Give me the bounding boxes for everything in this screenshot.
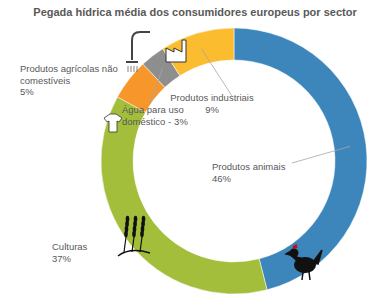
value-label: 5% <box>20 86 34 97</box>
icon-tap <box>137 66 138 72</box>
chart-title: Pegada hídrica média dos consumidores eu… <box>33 6 357 18</box>
icon-tap <box>126 61 138 63</box>
icon-wheat <box>134 216 138 222</box>
value-label: 46% <box>212 173 232 184</box>
leader-line <box>292 146 350 163</box>
leader-line <box>201 49 232 96</box>
category-label: Produtos agrícolas não <box>20 63 118 74</box>
slice <box>163 28 234 76</box>
icon-tap <box>131 66 132 72</box>
category-label: Água para uso <box>122 104 184 115</box>
icon-chicken <box>286 250 322 280</box>
value-label: 3% <box>174 116 188 127</box>
value-label: 37% <box>52 253 72 264</box>
icon-wheat <box>142 216 146 222</box>
category-label: Culturas <box>52 241 88 252</box>
chart: Pegada hídrica média dos consumidores eu… <box>0 0 389 307</box>
icon-wheat <box>126 216 130 222</box>
icons <box>104 32 322 280</box>
icon-tap <box>128 66 129 72</box>
icon-tap <box>132 32 150 60</box>
category-label: doméstico - <box>122 116 171 127</box>
slice-label: Produtos industriais9% <box>170 92 254 115</box>
category-label: Produtos animais <box>212 161 286 172</box>
slice-label: Produtos agrícolas nãocomestíveis5% <box>20 63 118 97</box>
value-label: 9% <box>205 104 219 115</box>
slice-label: Produtos animais46% <box>212 161 286 184</box>
icon-tap <box>134 66 135 72</box>
category-label: comestíveis <box>20 75 70 86</box>
data-labels: Produtos animais46% Culturas37% Produtos a… <box>20 49 350 264</box>
category-label: Produtos industriais <box>170 92 254 103</box>
leader-line <box>150 69 162 104</box>
icon-shirt <box>104 114 122 132</box>
slice <box>101 97 267 294</box>
icon-chicken <box>293 245 297 249</box>
slice-label: Água para usodoméstico -3% <box>122 104 188 127</box>
icon-wheat <box>118 251 150 256</box>
icon-factory <box>166 40 186 62</box>
slice-label: Culturas37% <box>52 241 88 264</box>
slice <box>234 28 367 290</box>
slices <box>101 28 367 294</box>
